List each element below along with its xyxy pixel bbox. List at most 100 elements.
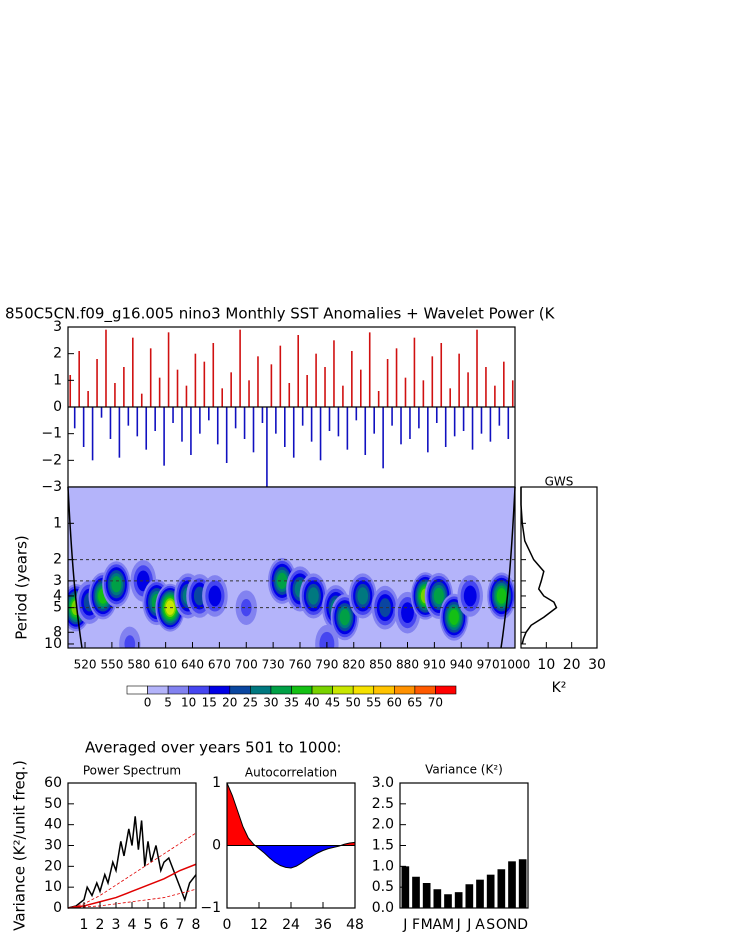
bar [486, 874, 495, 908]
y-tick-label: 0 [53, 900, 62, 916]
power-contour [401, 602, 414, 624]
bar [497, 869, 506, 908]
y-tick-label: 1 [212, 775, 221, 791]
bar [433, 889, 442, 908]
y-tick-label: 2.5 [372, 796, 394, 812]
x-tick-label: D [517, 917, 528, 933]
colorbar-box [250, 685, 272, 695]
power-contour [308, 587, 319, 605]
power-contour [319, 631, 335, 648]
y-tick-label: 0 [212, 838, 221, 854]
cone-of-influence [500, 486, 516, 649]
plot-frame [67, 782, 197, 909]
plot-frame [399, 782, 529, 909]
colorbar-box [373, 685, 395, 695]
x-tick-label: 0 [223, 917, 232, 933]
power-contour [240, 598, 252, 617]
bar [518, 859, 527, 908]
x-tick-label: 790 [315, 658, 338, 672]
colorbar-box [188, 685, 210, 695]
x-tick-label: 940 [450, 658, 473, 672]
plot-frame [520, 486, 598, 649]
y-tick-label: 3.0 [372, 775, 394, 791]
y-tick-label: 1 [53, 515, 62, 531]
bar [465, 884, 474, 908]
x-tick-label: 30 [588, 657, 606, 673]
heading: Averaged over years 501 to 1000: [85, 739, 342, 757]
x-tick-label: 670 [208, 658, 231, 672]
x-tick-label: M [421, 917, 433, 933]
x-axis-label: K² [552, 680, 567, 696]
power-contour [136, 570, 150, 592]
y-tick-label: 0 [53, 399, 62, 415]
x-tick-label: S [486, 917, 495, 933]
power-contour [433, 587, 444, 605]
y-tick-label: 10 [44, 879, 62, 895]
colorbar-label: 70 [428, 696, 443, 710]
y-axis-label: Variance (K²/unit freq.) [11, 760, 29, 931]
x-tick-label: 730 [262, 658, 285, 672]
y-tick-label: 1 [53, 372, 62, 388]
y-tick-label: 10 [44, 636, 62, 652]
x-tick-label: 2 [96, 917, 105, 933]
x-tick-label: 520 [74, 658, 97, 672]
x-tick-label: 48 [346, 917, 364, 933]
x-tick-label: 5 [144, 917, 153, 933]
power-contour [124, 635, 136, 648]
x-tick-label: 820 [342, 658, 365, 672]
panel-title: Autocorrelation [245, 766, 337, 780]
x-tick-label: 880 [396, 658, 419, 672]
x-tick-label: 36 [314, 917, 332, 933]
x-tick-label: 700 [235, 658, 258, 672]
y-tick-label: 3 [53, 573, 62, 589]
y-tick-label: −2 [41, 452, 62, 468]
colorbar-label: 65 [407, 696, 422, 710]
x-tick-label: 970 [477, 658, 500, 672]
panel-title: GWS [545, 475, 574, 489]
colorbar-box [394, 685, 416, 695]
x-tick-label: A [433, 917, 443, 933]
x-tick-label: 4 [128, 917, 137, 933]
spectrum-line [67, 832, 197, 909]
x-tick-label: N [507, 917, 517, 933]
bar [444, 894, 452, 908]
bar [454, 892, 463, 908]
y-tick-label: −1 [200, 900, 221, 916]
colorbar-label: 35 [284, 696, 299, 710]
y-tick-label: −3 [41, 479, 62, 495]
bar [476, 879, 484, 908]
autocorrelation-line [226, 782, 356, 869]
colorbar-box [270, 685, 292, 695]
y-tick-label: 1.0 [372, 858, 394, 874]
colorbar-box [291, 685, 313, 695]
x-tick-label: O [496, 917, 507, 933]
power-contour [449, 609, 459, 626]
x-tick-label: J [402, 917, 407, 933]
colorbar-label: 40 [304, 696, 319, 710]
x-tick-label: 610 [154, 658, 177, 672]
colorbar-label: 55 [366, 696, 381, 710]
bar [412, 876, 420, 908]
x-tick-label: M [442, 917, 454, 933]
colorbar-box [167, 685, 189, 695]
colorbar-box [208, 685, 231, 695]
x-tick-label: 6 [160, 917, 169, 933]
y-axis-label: Period (years) [13, 535, 31, 640]
y-tick-label: 0.0 [372, 900, 394, 916]
power-contour [379, 598, 391, 618]
negative-area [227, 845, 355, 868]
x-tick-label: 580 [127, 658, 150, 672]
gws-line [520, 487, 558, 645]
y-tick-label: 3 [53, 319, 62, 335]
panel-title: Variance (K²) [425, 763, 503, 777]
x-tick-label: 24 [282, 917, 300, 933]
power-contour [277, 572, 288, 590]
figure-title: 850C5CN.f09_g16.005 nino3 Monthly SST An… [5, 305, 556, 324]
wavelet-field [68, 487, 515, 648]
x-tick-label: 910 [423, 658, 446, 672]
power-contour [357, 587, 369, 605]
y-tick-label: 2.0 [372, 817, 394, 833]
x-tick-label: A [475, 917, 485, 933]
colorbar-label: 5 [164, 696, 172, 710]
